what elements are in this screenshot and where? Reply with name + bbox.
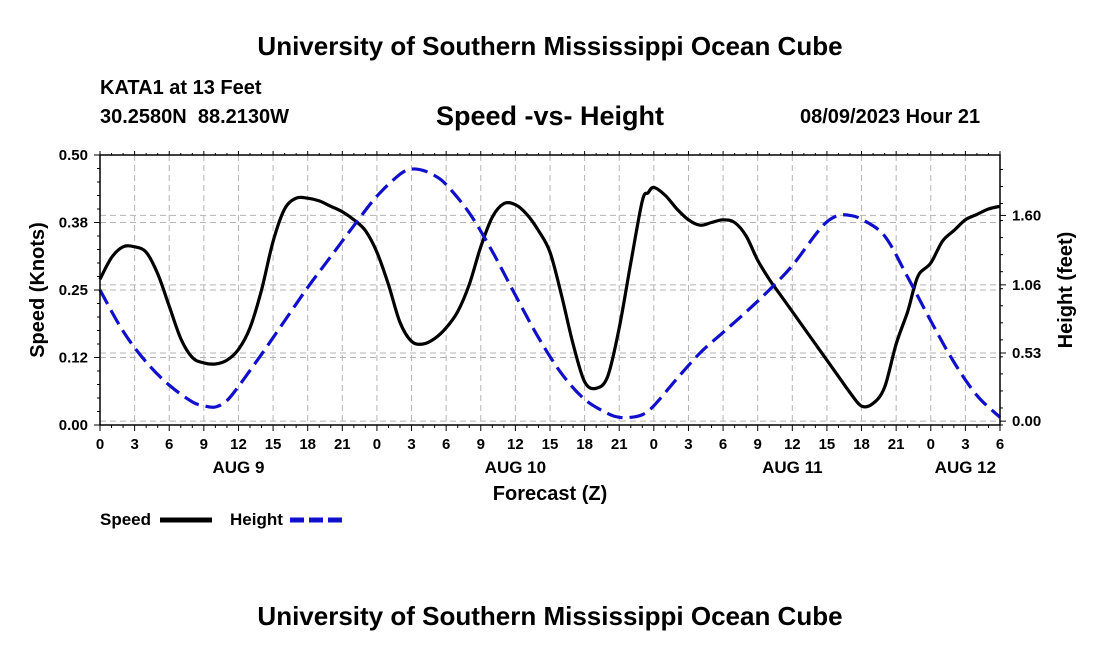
day-label: AUG 9 <box>212 458 264 477</box>
y2-tick-label: 1.06 <box>1012 277 1041 294</box>
x-tick-label: 6 <box>442 436 450 453</box>
x-tick-label: 0 <box>650 436 658 453</box>
series-layer <box>98 167 1002 420</box>
x-tick-label: 15 <box>265 436 282 453</box>
x-tick-label: 21 <box>611 436 628 453</box>
x-tick-label: 9 <box>754 436 762 453</box>
y2-tick-label: 1.60 <box>1012 207 1041 224</box>
x-tick-label: 9 <box>477 436 485 453</box>
x-tick-label: 6 <box>719 436 727 453</box>
day-label: AUG 10 <box>485 458 546 477</box>
x-tick-label: 15 <box>819 436 836 453</box>
station-label: KATA1 at 13 Feet <box>100 77 262 99</box>
x-tick-label: 15 <box>542 436 559 453</box>
footer-title: University of Southern Mississippi Ocean… <box>257 601 843 631</box>
legend: Speed Height <box>100 510 342 529</box>
x-axis-title: Forecast (Z) <box>493 483 607 505</box>
y2-tick-label: 0.00 <box>1012 413 1041 430</box>
legend-speed-label: Speed <box>100 510 151 529</box>
x-tick-label: 18 <box>853 436 870 453</box>
grid-layer <box>100 155 1000 425</box>
x-tick-label: 9 <box>200 436 208 453</box>
y-tick-label: 0.00 <box>59 417 88 434</box>
x-tick-label: 12 <box>784 436 801 453</box>
chart-subtitle: Speed -vs- Height <box>435 101 665 131</box>
day-label: AUG 11 <box>762 458 822 477</box>
x-tick-label: 3 <box>407 436 415 453</box>
plot-frame <box>99 154 1001 426</box>
station-coordinates: 30.2580N 88.2130W <box>100 106 290 128</box>
series-speed-line <box>98 185 1001 409</box>
x-tick-label: 0 <box>927 436 935 453</box>
x-tick-label: 6 <box>165 436 173 453</box>
x-tick-label: 0 <box>373 436 381 453</box>
page-title: University of Southern Mississippi Ocean… <box>257 31 843 61</box>
x-tick-label: 6 <box>996 436 1004 453</box>
y-tick-label: 0.38 <box>59 215 88 232</box>
y2-tick-label: 0.53 <box>1012 345 1041 362</box>
series-height-line <box>98 167 1002 420</box>
forecast-date: 08/09/2023 Hour 21 <box>800 106 981 128</box>
x-tick-label: 21 <box>888 436 905 453</box>
day-label: AUG 12 <box>935 458 996 477</box>
x-tick-label: 12 <box>230 436 247 453</box>
x-tick-label: 21 <box>334 436 351 453</box>
x-tick-label: 18 <box>299 436 316 453</box>
legend-height-label: Height <box>230 510 283 529</box>
y-tick-label: 0.25 <box>59 282 88 299</box>
x-tick-label: 3 <box>961 436 969 453</box>
x-tick-label: 0 <box>96 436 104 453</box>
y2-axis-title: Height (feet) <box>1055 232 1077 349</box>
y-tick-label: 0.50 <box>59 147 88 164</box>
y-axis-title: Speed (Knots) <box>27 222 49 358</box>
y-tick-label: 0.12 <box>59 350 88 367</box>
x-tick-label: 18 <box>576 436 593 453</box>
x-tick-label: 12 <box>507 436 524 453</box>
x-tick-label: 3 <box>684 436 692 453</box>
label-layer: 0 3 6 9 12 15 18 21 0 3 6 9 12 15 18 21 0 3 6 9 12 15 18 21 0 3 6A… <box>59 147 1041 477</box>
x-tick-label: 3 <box>130 436 138 453</box>
